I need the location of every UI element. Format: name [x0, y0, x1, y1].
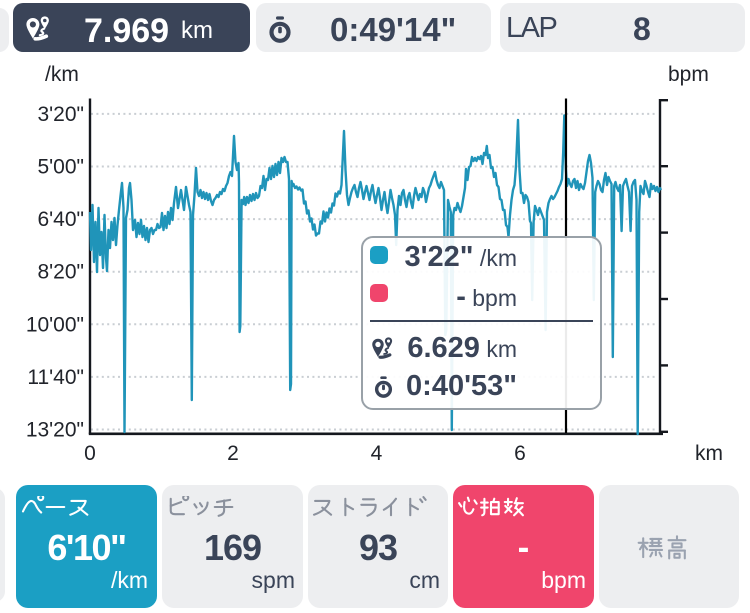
svg-text:2: 2 [227, 442, 239, 465]
svg-text:/km: /km [45, 63, 79, 86]
svg-text:4: 4 [371, 442, 383, 465]
svg-text:8'20": 8'20" [37, 261, 84, 284]
svg-text:0: 0 [84, 442, 96, 465]
svg-text:6: 6 [514, 442, 526, 465]
svg-text:13'20": 13'20" [26, 419, 84, 442]
svg-text:3'20": 3'20" [37, 103, 84, 126]
svg-text:bpm: bpm [668, 63, 709, 86]
svg-text:5'00": 5'00" [37, 156, 84, 179]
svg-text:6'40": 6'40" [37, 208, 84, 231]
svg-text:km: km [695, 442, 723, 465]
svg-text:11'40": 11'40" [27, 366, 84, 389]
svg-text:10'00": 10'00" [26, 313, 84, 336]
